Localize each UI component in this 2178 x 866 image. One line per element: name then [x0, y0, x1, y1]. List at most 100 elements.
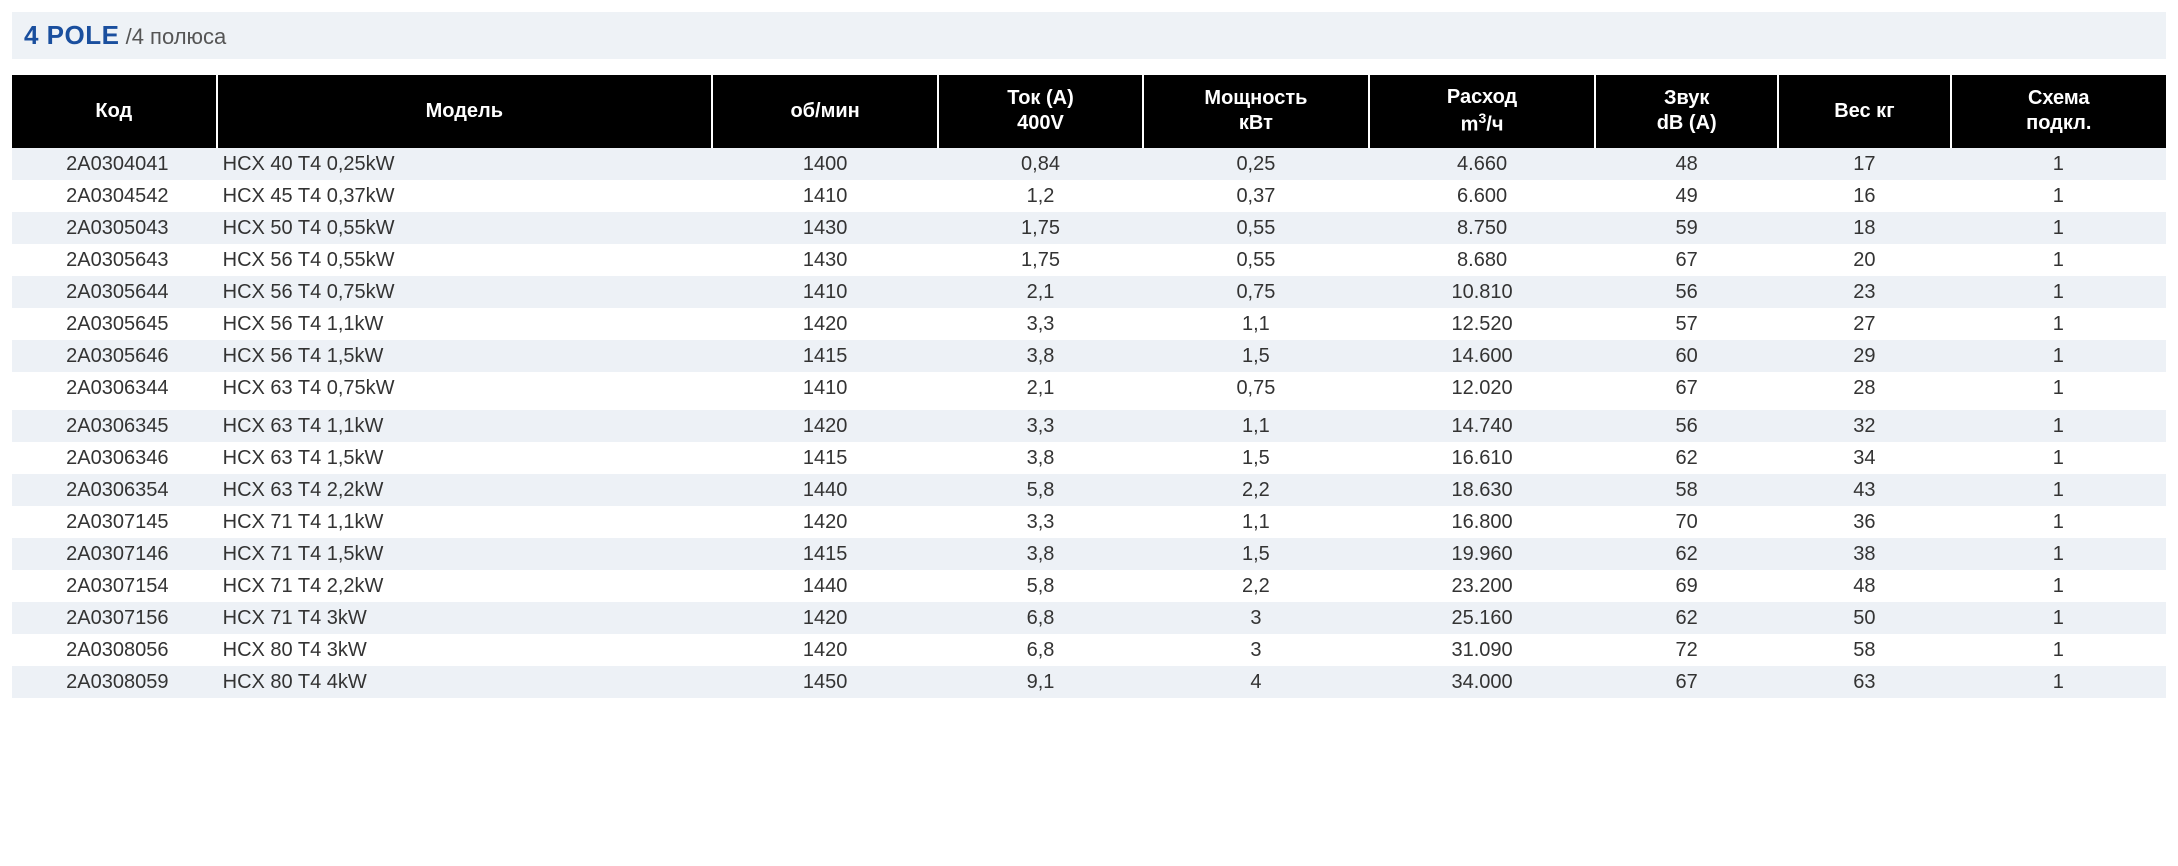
- cell-model: HCX 71 T4 3kW: [217, 602, 712, 634]
- cell-code: 2A0308056: [12, 634, 217, 666]
- cell-flow: 16.800: [1369, 506, 1595, 538]
- cell-pow: 1,1: [1143, 410, 1369, 442]
- cell-flow: 4.660: [1369, 148, 1595, 180]
- cell-rpm: 1410: [712, 180, 938, 212]
- cell-model: HCX 63 T4 2,2kW: [217, 474, 712, 506]
- cell-wt: 34: [1778, 442, 1950, 474]
- table-row: 2A0306345HCX 63 T4 1,1kW14203,31,114.740…: [12, 410, 2166, 442]
- cell-sch: 1: [1951, 602, 2166, 634]
- col-header-cur: Ток (А)400V: [938, 75, 1143, 148]
- cell-rpm: 1420: [712, 602, 938, 634]
- table-row: 2A0306354HCX 63 T4 2,2kW14405,82,218.630…: [12, 474, 2166, 506]
- spec-table: КодМодельоб/минТок (А)400VМощностькВтРас…: [12, 75, 2166, 698]
- cell-snd: 67: [1595, 244, 1778, 276]
- cell-pow: 2,2: [1143, 570, 1369, 602]
- table-header: КодМодельоб/минТок (А)400VМощностькВтРас…: [12, 75, 2166, 148]
- cell-pow: 3: [1143, 602, 1369, 634]
- cell-sch: 1: [1951, 372, 2166, 404]
- cell-cur: 3,8: [938, 340, 1143, 372]
- cell-wt: 38: [1778, 538, 1950, 570]
- cell-sch: 1: [1951, 506, 2166, 538]
- cell-model: HCX 71 T4 1,5kW: [217, 538, 712, 570]
- cell-pow: 0,55: [1143, 212, 1369, 244]
- table-row: 2A0306346HCX 63 T4 1,5kW14153,81,516.610…: [12, 442, 2166, 474]
- cell-pow: 0,55: [1143, 244, 1369, 276]
- cell-flow: 10.810: [1369, 276, 1595, 308]
- cell-code: 2A0306345: [12, 410, 217, 442]
- cell-model: HCX 56 T4 1,5kW: [217, 340, 712, 372]
- table-row: 2A0304041HCX 40 T4 0,25kW14000,840,254.6…: [12, 148, 2166, 180]
- cell-snd: 62: [1595, 538, 1778, 570]
- cell-sch: 1: [1951, 570, 2166, 602]
- cell-code: 2A0307156: [12, 602, 217, 634]
- cell-wt: 23: [1778, 276, 1950, 308]
- cell-wt: 16: [1778, 180, 1950, 212]
- cell-pow: 1,5: [1143, 340, 1369, 372]
- cell-sch: 1: [1951, 442, 2166, 474]
- cell-model: HCX 63 T4 1,1kW: [217, 410, 712, 442]
- cell-cur: 6,8: [938, 634, 1143, 666]
- col-header-model: Модель: [217, 75, 712, 148]
- cell-code: 2A0305644: [12, 276, 217, 308]
- cell-cur: 3,8: [938, 538, 1143, 570]
- cell-flow: 12.520: [1369, 308, 1595, 340]
- cell-cur: 1,75: [938, 212, 1143, 244]
- table-row: 2A0308059HCX 80 T4 4kW14509,1434.0006763…: [12, 666, 2166, 698]
- cell-rpm: 1400: [712, 148, 938, 180]
- cell-pow: 0,75: [1143, 276, 1369, 308]
- cell-snd: 60: [1595, 340, 1778, 372]
- cell-model: HCX 56 T4 1,1kW: [217, 308, 712, 340]
- cell-cur: 1,75: [938, 244, 1143, 276]
- cell-snd: 57: [1595, 308, 1778, 340]
- cell-sch: 1: [1951, 538, 2166, 570]
- cell-model: HCX 56 T4 0,75kW: [217, 276, 712, 308]
- cell-code: 2A0308059: [12, 666, 217, 698]
- cell-rpm: 1420: [712, 410, 938, 442]
- cell-rpm: 1450: [712, 666, 938, 698]
- cell-model: HCX 50 T4 0,55kW: [217, 212, 712, 244]
- cell-wt: 20: [1778, 244, 1950, 276]
- cell-cur: 3,3: [938, 410, 1143, 442]
- cell-model: HCX 71 T4 2,2kW: [217, 570, 712, 602]
- cell-model: HCX 71 T4 1,1kW: [217, 506, 712, 538]
- cell-flow: 14.600: [1369, 340, 1595, 372]
- table-row: 2A0306344HCX 63 T4 0,75kW14102,10,7512.0…: [12, 372, 2166, 404]
- table-body: 2A0304041HCX 40 T4 0,25kW14000,840,254.6…: [12, 148, 2166, 698]
- cell-cur: 3,3: [938, 506, 1143, 538]
- cell-model: HCX 40 T4 0,25kW: [217, 148, 712, 180]
- cell-sch: 1: [1951, 212, 2166, 244]
- cell-sch: 1: [1951, 276, 2166, 308]
- cell-snd: 62: [1595, 442, 1778, 474]
- cell-code: 2A0307145: [12, 506, 217, 538]
- cell-model: HCX 80 T4 4kW: [217, 666, 712, 698]
- cell-snd: 67: [1595, 372, 1778, 404]
- cell-snd: 69: [1595, 570, 1778, 602]
- cell-pow: 2,2: [1143, 474, 1369, 506]
- table-row: 2A0305043HCX 50 T4 0,55kW14301,750,558.7…: [12, 212, 2166, 244]
- cell-model: HCX 45 T4 0,37kW: [217, 180, 712, 212]
- cell-sch: 1: [1951, 474, 2166, 506]
- cell-flow: 8.680: [1369, 244, 1595, 276]
- cell-rpm: 1440: [712, 474, 938, 506]
- cell-flow: 8.750: [1369, 212, 1595, 244]
- cell-snd: 59: [1595, 212, 1778, 244]
- cell-cur: 0,84: [938, 148, 1143, 180]
- cell-pow: 1,5: [1143, 442, 1369, 474]
- table-row: 2A0308056HCX 80 T4 3kW14206,8331.0907258…: [12, 634, 2166, 666]
- cell-rpm: 1415: [712, 442, 938, 474]
- title-primary: 4 POLE: [24, 20, 119, 50]
- col-header-code: Код: [12, 75, 217, 148]
- cell-code: 2A0306346: [12, 442, 217, 474]
- cell-snd: 48: [1595, 148, 1778, 180]
- cell-rpm: 1420: [712, 506, 938, 538]
- cell-rpm: 1430: [712, 244, 938, 276]
- cell-pow: 1,1: [1143, 506, 1369, 538]
- cell-code: 2A0305043: [12, 212, 217, 244]
- cell-code: 2A0307146: [12, 538, 217, 570]
- cell-snd: 62: [1595, 602, 1778, 634]
- cell-pow: 3: [1143, 634, 1369, 666]
- cell-snd: 56: [1595, 276, 1778, 308]
- cell-pow: 0,75: [1143, 372, 1369, 404]
- cell-cur: 9,1: [938, 666, 1143, 698]
- cell-rpm: 1430: [712, 212, 938, 244]
